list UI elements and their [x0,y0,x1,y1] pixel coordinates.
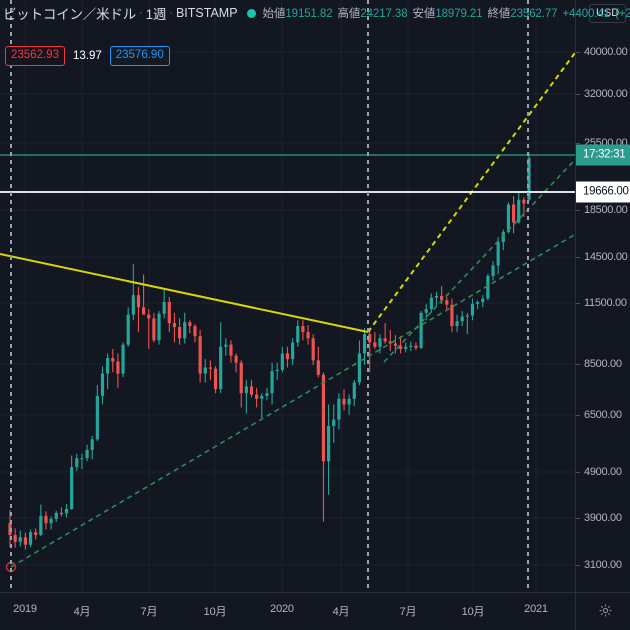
chart-canvas [0,0,575,592]
support-trendline-long[interactable] [10,228,575,568]
currency-badge[interactable]: USD [589,4,627,23]
y-tick-32000: 32000.00 [575,88,628,100]
header-separator-1: · [139,7,143,19]
exchange-label[interactable]: BITSTAMP [175,6,238,20]
y-tick-14500: 14500.00 [575,251,628,263]
ohlc-close: 終値23562.77 [487,8,558,20]
x-tick-2019-apr: 4月 [73,606,91,618]
chart-plot-area[interactable] [0,0,575,592]
x-tick-2019: 2019 [13,603,37,615]
resistance-trendline[interactable] [0,253,369,333]
ohlc-change: +4400.41 [562,8,610,20]
x-tick-2020-jul: 7月 [399,606,417,618]
ohlc-low: 安値18979.21 [412,8,483,20]
price-badge-group: 23562.93 13.97 23576.90 [5,46,170,66]
y-tick-18500: 18500.00 [575,204,628,216]
x-tick-2021: 2021 [524,603,548,615]
x-tick-2020-oct: 10月 [461,606,485,618]
price-scale[interactable]: USD 40000.00 32000.00 25500.00 18500.00 … [575,0,630,592]
axis-corner-divider [575,593,576,630]
y-tick-3900: 3900.00 [576,512,622,524]
ask-price-badge[interactable]: 23576.90 [109,46,170,66]
vertical-gridlines [24,0,537,592]
ohlc-open: 始値19151.82 [262,8,333,20]
x-tick-2020-apr: 4月 [332,606,350,618]
ohlc-high: 高値24217.38 [337,8,408,20]
y-tick-6500: 6500.00 [576,409,622,421]
countdown-chip[interactable]: 17:32:31 [576,144,630,166]
chart-header: ビットコイン／米ドル · 1週 · BITSTAMP 始値19151.82 高値2… [0,0,630,26]
x-tick-2020: 2020 [270,603,294,615]
y-tick-11500: 11500.00 [576,297,627,309]
y-tick-8500: 8500.00 [576,358,622,370]
header-separator-2: · [169,7,173,19]
y-tick-40000: 40000.00 [575,46,628,58]
x-tick-2019-jul: 7月 [140,606,158,618]
symbol-title[interactable]: ビットコイン／米ドル [3,7,136,22]
ohlc-legend: 始値19151.82 高値24217.38 安値18979.21 終値23562.77… [263,5,630,21]
ohlc-change-percent: (+22.96%) [614,8,630,20]
bid-price-badge[interactable]: 23562.93 [5,46,65,66]
time-scale[interactable]: 2019 4月 7月 10月 2020 4月 7月 10月 2021 [0,592,630,630]
last-price-chip[interactable]: 19666.00 [576,181,630,203]
support-trendline-short[interactable] [383,148,575,363]
spread-badge: 13.97 [72,49,102,62]
y-tick-3100: 3100.00 [576,559,622,571]
yellow-projection-trendline[interactable] [367,38,575,333]
x-tick-2019-oct: 10月 [203,606,227,618]
interval-label[interactable]: 1週 [145,7,167,22]
y-tick-4900: 4900.00 [576,466,622,478]
market-open-dot-icon [246,8,256,18]
horizontal-gridlines [0,51,575,566]
gear-icon[interactable] [598,603,613,618]
candlestick-series [8,152,531,550]
